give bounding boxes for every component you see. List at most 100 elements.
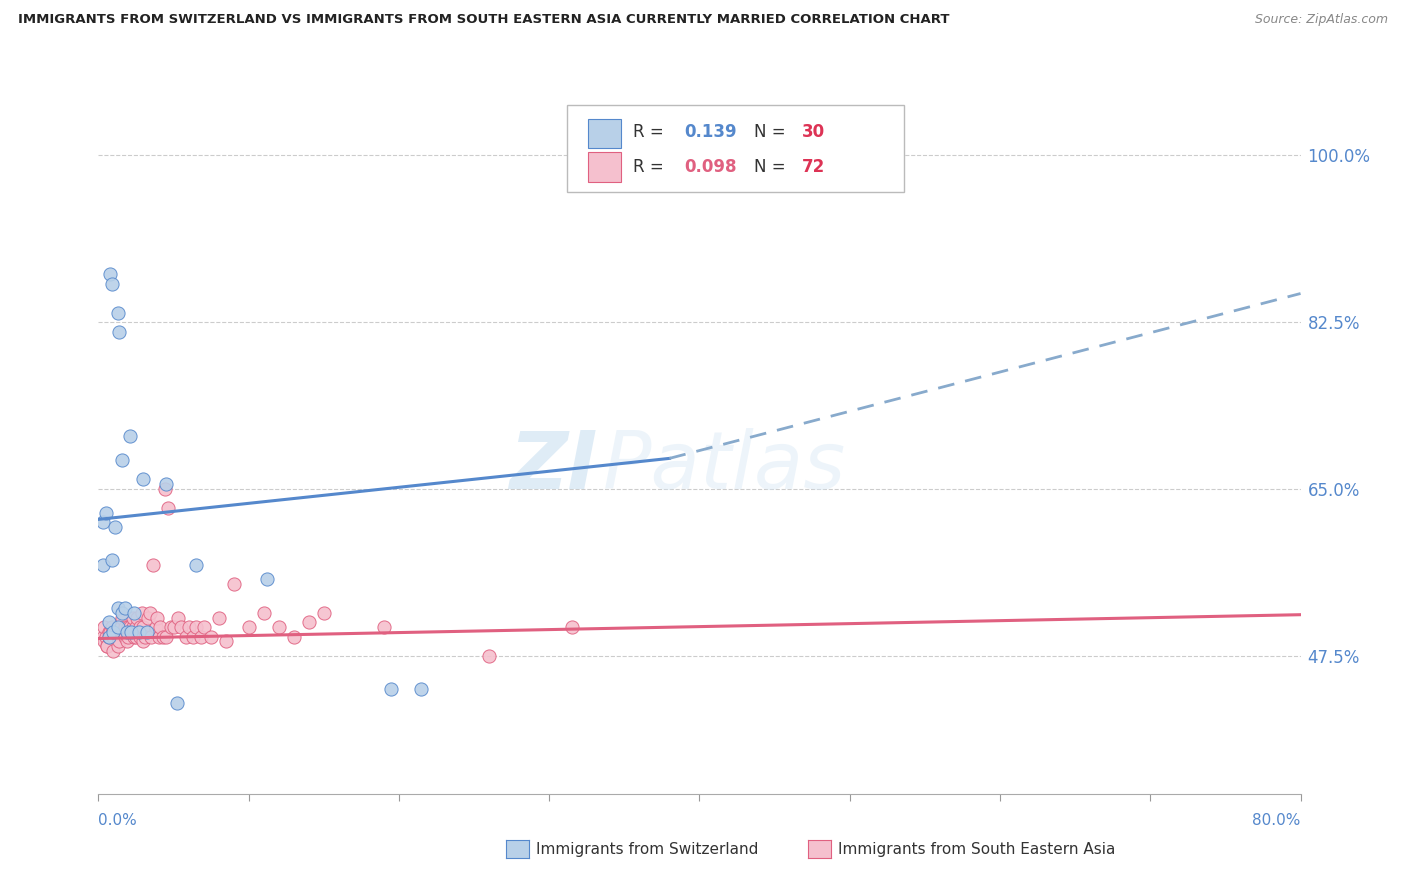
- Text: 80.0%: 80.0%: [1253, 814, 1301, 828]
- Text: 30: 30: [801, 123, 825, 141]
- Point: [114, 601, 136, 615]
- Point: [97, 630, 120, 644]
- Point: [200, 630, 222, 644]
- Point: [215, 634, 238, 648]
- Point: [153, 482, 176, 496]
- Point: [253, 606, 276, 620]
- Point: [104, 520, 127, 534]
- Point: [155, 477, 177, 491]
- Point: [93, 634, 115, 648]
- Text: IMMIGRANTS FROM SWITZERLAND VS IMMIGRANTS FROM SOUTH EASTERN ASIA CURRENTLY MARR: IMMIGRANTS FROM SWITZERLAND VS IMMIGRANT…: [18, 13, 950, 27]
- Point: [146, 610, 169, 624]
- Point: [111, 610, 134, 624]
- Text: 0.139: 0.139: [683, 123, 737, 141]
- Point: [177, 620, 200, 634]
- Point: [170, 620, 193, 634]
- Point: [124, 606, 146, 620]
- Point: [118, 620, 141, 634]
- Point: [115, 634, 138, 648]
- Point: [94, 506, 117, 520]
- Point: [96, 639, 118, 653]
- Point: [122, 620, 145, 634]
- Point: [93, 620, 115, 634]
- Point: [159, 620, 181, 634]
- Text: 72: 72: [801, 158, 825, 176]
- Point: [312, 606, 335, 620]
- Point: [283, 630, 305, 644]
- Point: [107, 620, 129, 634]
- Point: [101, 620, 124, 634]
- Point: [155, 630, 177, 644]
- Point: [190, 630, 212, 644]
- Point: [114, 630, 136, 644]
- Point: [111, 453, 134, 467]
- Point: [124, 630, 146, 644]
- Point: [138, 606, 160, 620]
- Point: [181, 630, 204, 644]
- Point: [167, 610, 190, 624]
- Point: [141, 558, 163, 573]
- Text: 0.098: 0.098: [683, 158, 737, 176]
- Point: [128, 624, 150, 639]
- Point: [184, 558, 207, 573]
- Point: [145, 620, 167, 634]
- Text: Source: ZipAtlas.com: Source: ZipAtlas.com: [1254, 13, 1388, 27]
- Point: [162, 620, 184, 634]
- Point: [184, 620, 207, 634]
- Point: [115, 624, 138, 639]
- Text: R =: R =: [633, 123, 669, 141]
- FancyBboxPatch shape: [588, 153, 621, 182]
- Point: [103, 624, 125, 639]
- FancyBboxPatch shape: [588, 119, 621, 148]
- Point: [129, 630, 152, 644]
- Point: [373, 620, 395, 634]
- Point: [127, 610, 149, 624]
- Point: [136, 610, 159, 624]
- Point: [149, 620, 172, 634]
- Point: [104, 624, 127, 639]
- Point: [107, 630, 129, 644]
- Point: [91, 515, 114, 529]
- Point: [193, 620, 215, 634]
- Point: [152, 630, 174, 644]
- Point: [107, 601, 129, 615]
- Point: [166, 696, 188, 710]
- Point: [107, 639, 129, 653]
- Point: [118, 429, 141, 443]
- FancyBboxPatch shape: [567, 105, 904, 192]
- Point: [122, 610, 145, 624]
- Point: [97, 630, 120, 644]
- Point: [132, 620, 155, 634]
- Point: [561, 620, 583, 634]
- Point: [125, 620, 148, 634]
- Point: [222, 577, 245, 591]
- Point: [117, 630, 139, 644]
- Point: [267, 620, 290, 634]
- Point: [125, 630, 148, 644]
- Point: [97, 615, 120, 630]
- Point: [110, 615, 132, 630]
- Point: [256, 573, 278, 587]
- Point: [174, 630, 197, 644]
- Point: [238, 620, 260, 634]
- Point: [148, 630, 170, 644]
- Point: [91, 630, 114, 644]
- Text: 0.0%: 0.0%: [98, 814, 138, 828]
- Text: Immigrants from Switzerland: Immigrants from Switzerland: [536, 842, 758, 856]
- Point: [156, 500, 179, 515]
- Point: [101, 277, 124, 291]
- Point: [97, 624, 120, 639]
- Point: [100, 624, 122, 639]
- Text: N =: N =: [754, 123, 790, 141]
- Point: [108, 634, 131, 648]
- Point: [94, 630, 117, 644]
- Point: [100, 268, 122, 282]
- Point: [96, 639, 118, 653]
- Text: ZI: ZI: [509, 428, 598, 506]
- Point: [121, 624, 143, 639]
- Point: [380, 681, 402, 696]
- Text: N =: N =: [754, 158, 790, 176]
- Point: [298, 615, 321, 630]
- Text: Immigrants from South Eastern Asia: Immigrants from South Eastern Asia: [838, 842, 1115, 856]
- Point: [101, 553, 124, 567]
